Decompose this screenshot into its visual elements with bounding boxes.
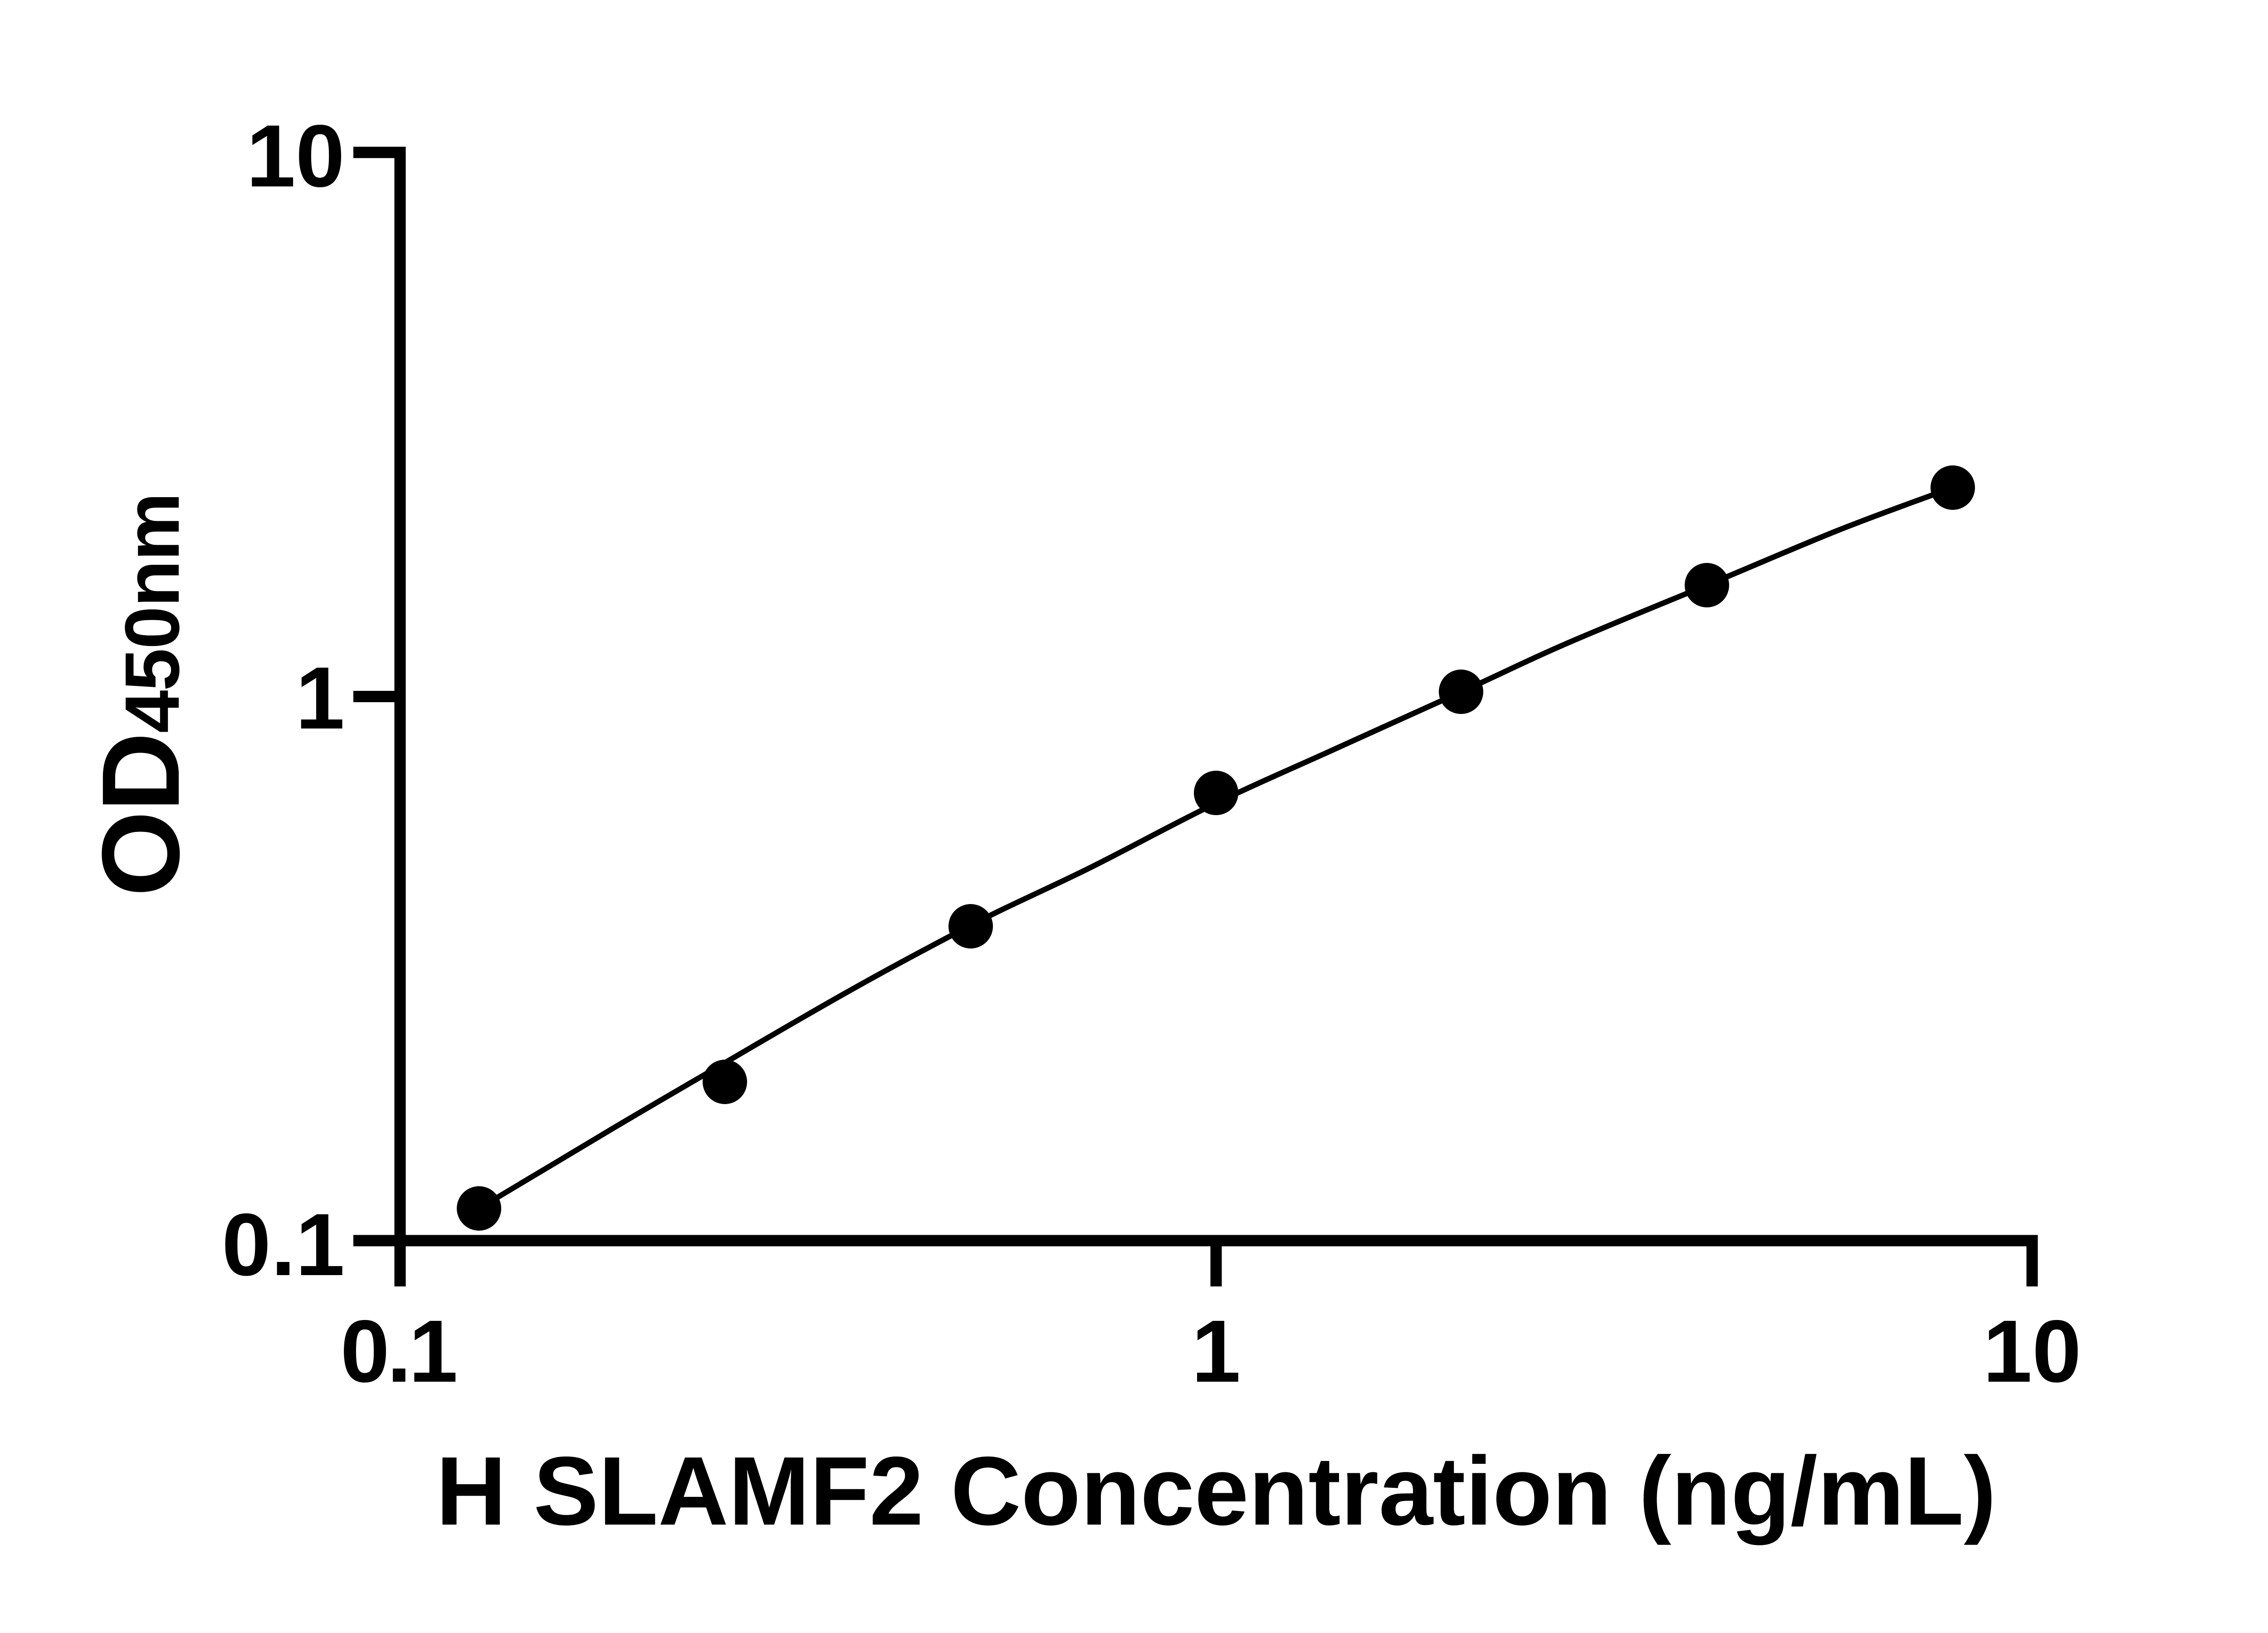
svg-text:10: 10 (246, 107, 345, 205)
svg-text:OD450nm: OD450nm (79, 493, 202, 896)
svg-text:1: 1 (296, 649, 345, 748)
svg-text:1: 1 (1192, 1302, 1241, 1401)
svg-text:0.1: 0.1 (222, 1195, 345, 1294)
svg-text:0.1: 0.1 (340, 1302, 456, 1401)
svg-text:10: 10 (1983, 1302, 2082, 1401)
svg-text:H SLAMF2 Concentration (ng/mL): H SLAMF2 Concentration (ng/mL) (436, 1436, 1996, 1545)
